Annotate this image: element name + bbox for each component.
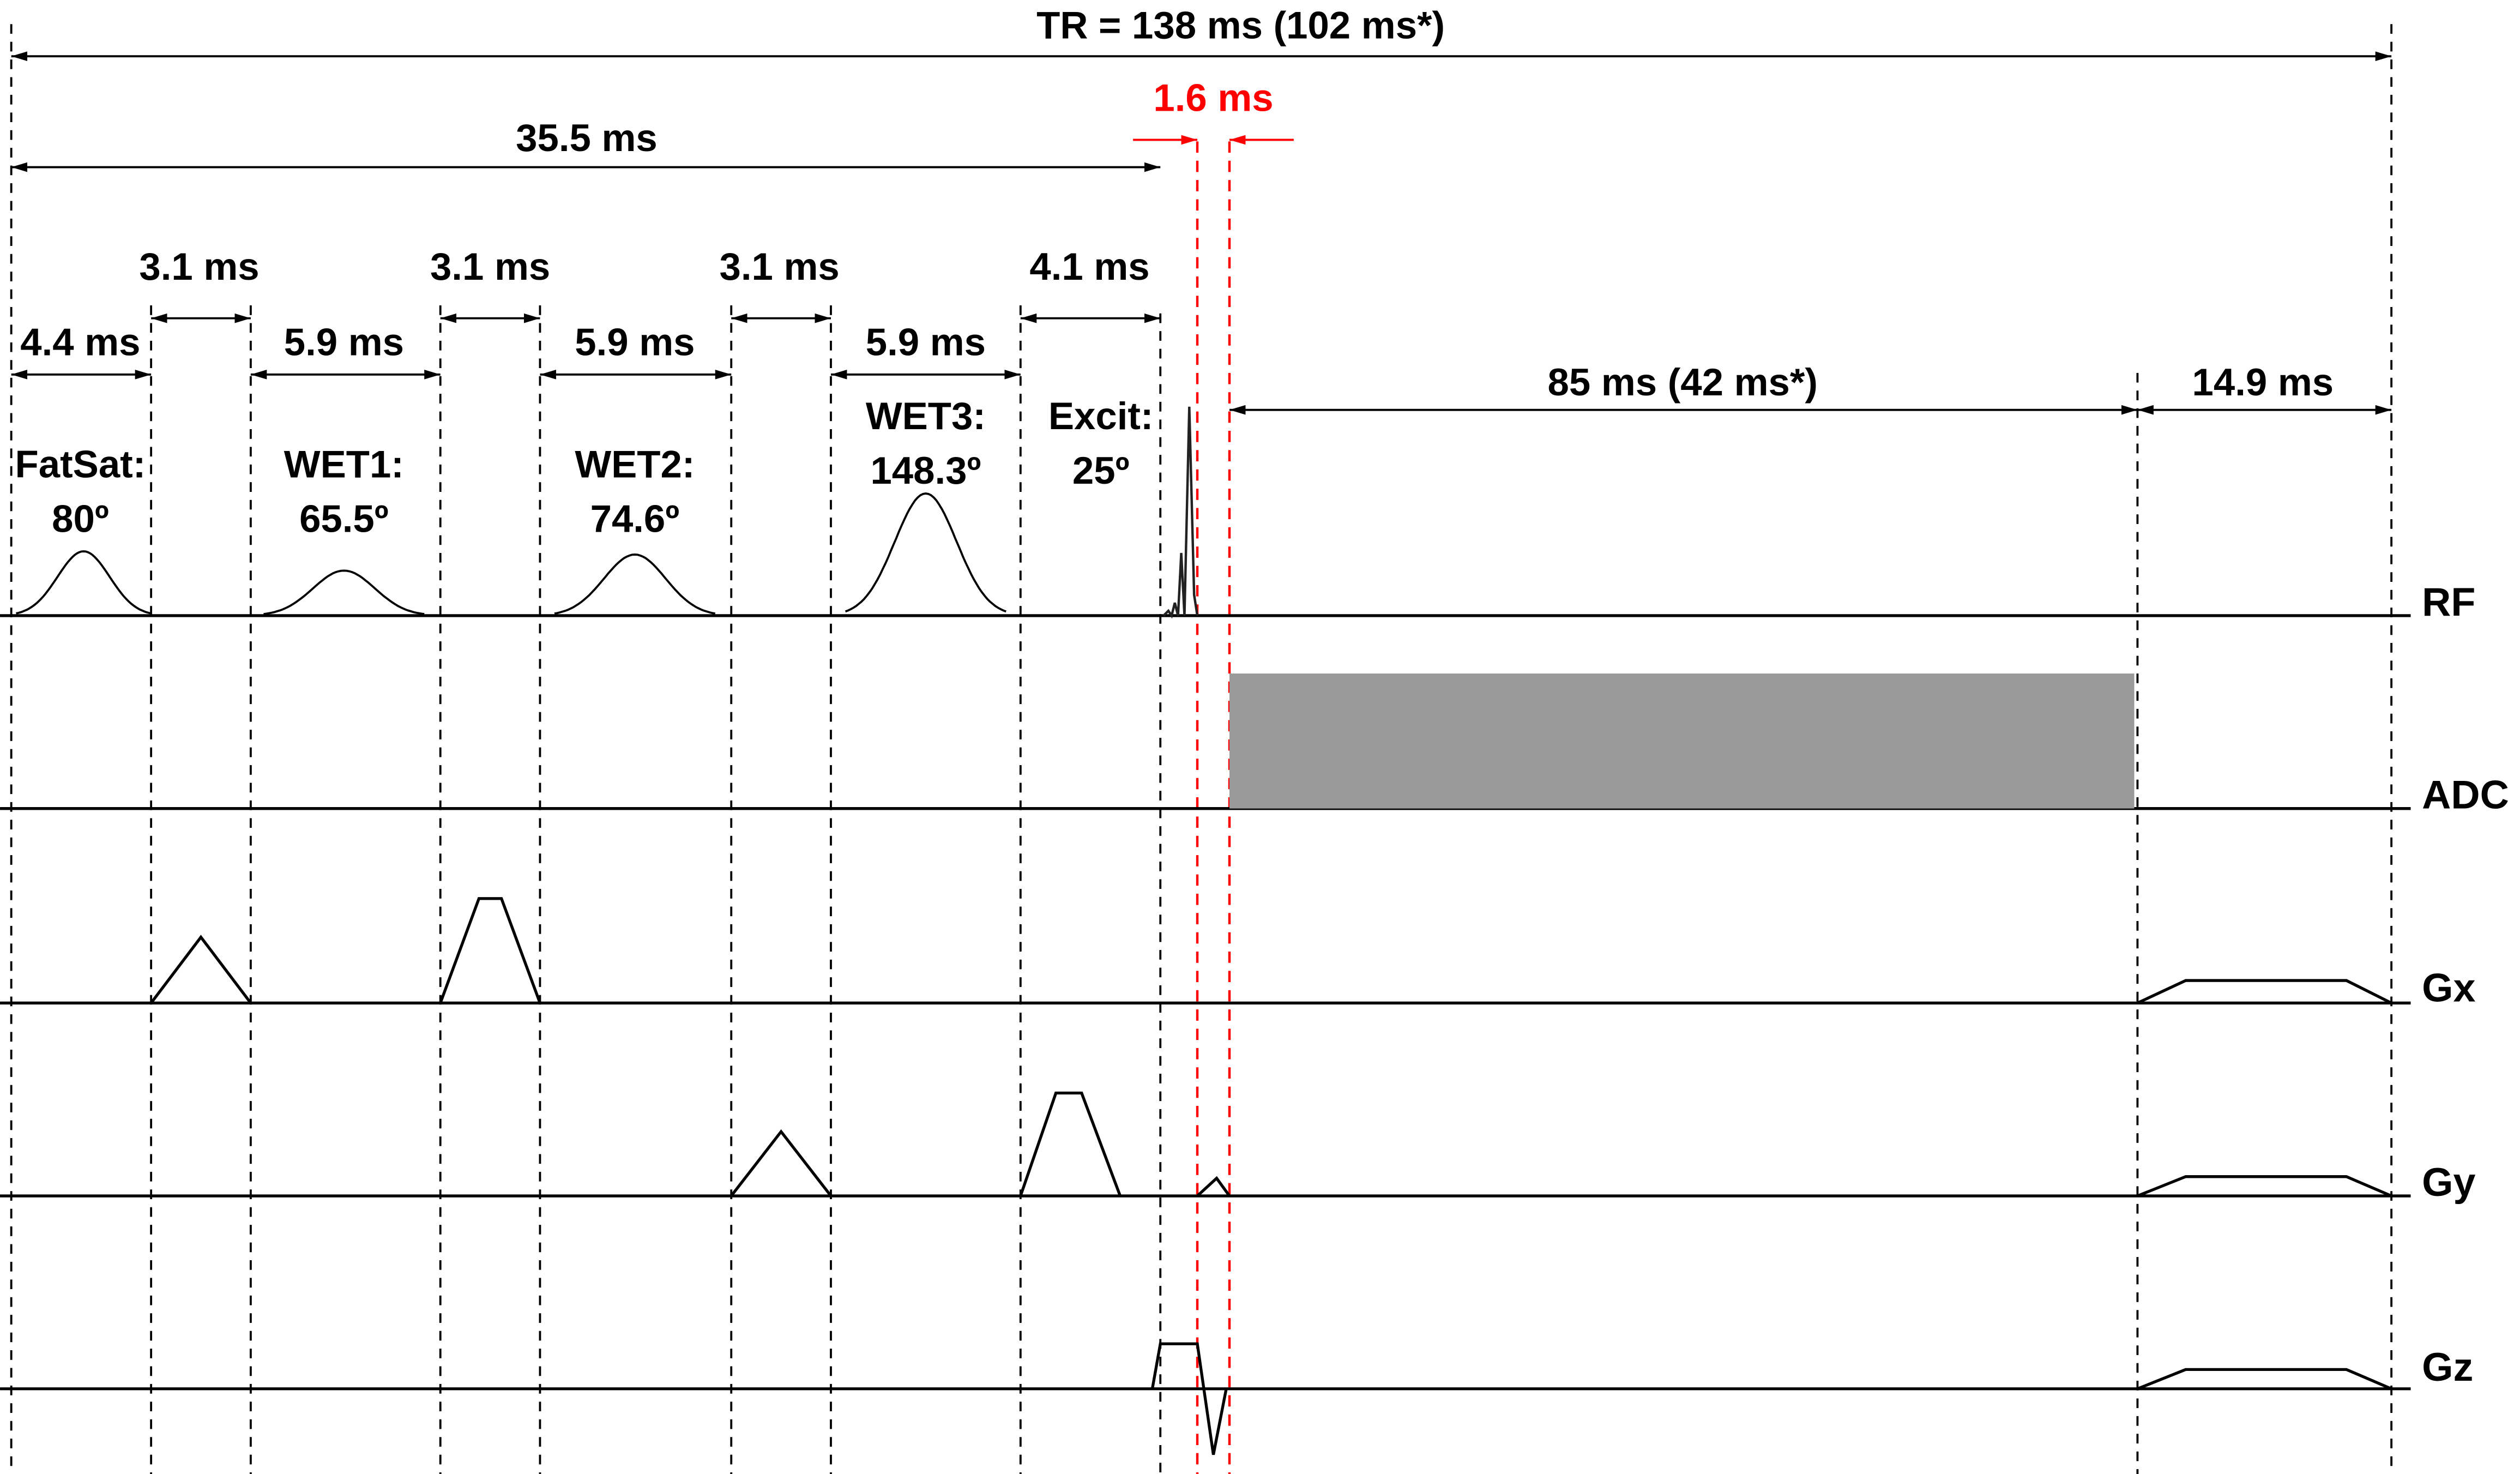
gx-spoiler-triangle [150,935,252,1004]
wet1-duration-label: 5.9 ms [284,320,404,363]
spoiler-duration-label-1: 3.1 ms [139,245,259,288]
excit-angle: 25º [1072,449,1130,492]
gx-readout-gradient [2137,979,2392,1004]
excitation-pulse [1162,406,1199,619]
fatsat-pulse [16,550,152,615]
wet1-angle: 65.5º [299,497,389,540]
channel-label-gx: Gx [2422,965,2475,1010]
prep-duration-label: 35.5 ms [516,116,658,159]
wet1-name: WET1: [284,442,404,485]
wet3-name: WET3: [866,394,986,437]
fatsat-name: FatSat: [15,442,146,485]
excit-name: Excit: [1048,394,1154,437]
channel-label-adc: ADC [2422,772,2509,817]
wet1-pulse [263,569,425,615]
tail-duration-label: 14.9 ms [2192,360,2334,404]
fatsat-duration-label: 4.4 ms [20,320,140,363]
adc-readout-block [1229,673,2135,809]
gx-spoiler-trapezoid [439,897,541,1004]
gz-readout-gradient [2137,1368,2392,1391]
spoiler-duration-label-4: 4.1 ms [1029,245,1149,288]
gy-spoiler-triangle [730,1129,833,1197]
wet3-duration-label: 5.9 ms [866,320,986,363]
wet3-angle: 148.3º [870,449,981,492]
tr-label: TR = 138 ms (102 ms*) [1036,4,1445,47]
channel-label-gy: Gy [2422,1159,2475,1205]
spoiler-duration-label-3: 3.1 ms [720,245,840,288]
gap-duration-label: 1.6 ms [1153,76,1273,119]
wet2-duration-label: 5.9 ms [575,320,695,363]
channel-label-rf: RF [2422,579,2475,624]
wet2-angle: 74.6º [590,497,680,540]
gy-phase-blip [1196,1176,1231,1198]
acquisition-duration-label: 85 ms (42 ms*) [1548,360,1818,404]
wet2-pulse [554,553,716,615]
gy-readout-gradient [2137,1175,2392,1198]
gy-spoiler-trapezoid [1019,1091,1122,1196]
wet3-pulse [845,492,1006,613]
fatsat-angle: 80º [52,497,109,540]
channel-label-gz: Gz [2422,1344,2473,1389]
wet2-name: WET2: [575,442,695,485]
gz-slice-select [1150,1342,1228,1455]
spoiler-duration-label-2: 3.1 ms [430,245,550,288]
